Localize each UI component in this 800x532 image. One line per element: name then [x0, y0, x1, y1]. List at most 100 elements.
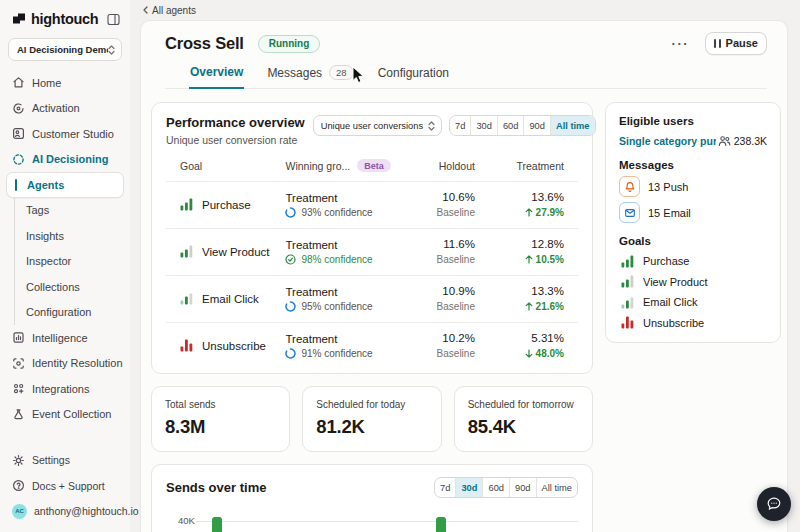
goal-row[interactable]: Purchase Treatment 93% confidence 10.6%B… — [166, 181, 578, 228]
chat-widget-button[interactable] — [757, 487, 791, 521]
sidebar-item-intelligence[interactable]: Intelligence — [6, 325, 124, 351]
goal-bars-icon — [180, 245, 193, 258]
chat-bubble-icon — [765, 495, 783, 513]
lift-value: 48.0% — [475, 348, 564, 359]
goal-row[interactable]: View Product Treatment 98% confidence 11… — [166, 228, 578, 275]
tab-messages[interactable]: Messages28 — [266, 65, 354, 88]
sends-range-90d[interactable]: 90d — [509, 478, 536, 497]
goal-row[interactable]: Unsubscribe Treatment 91% confidence 10.… — [166, 322, 578, 369]
range-selector: 7d 30d 60d 90d All time — [449, 115, 595, 136]
goal-bars-icon — [621, 316, 634, 329]
integrations-icon — [12, 382, 25, 395]
performance-overview-card: Performance overview Unique user convers… — [151, 102, 593, 374]
gridline — [196, 521, 578, 522]
sends-title: Sends over time — [166, 480, 266, 495]
sends-range-30d[interactable]: 30d — [455, 478, 482, 497]
chart-bar — [212, 517, 222, 532]
goal-row[interactable]: Email Click Treatment 95% confidence 10.… — [166, 275, 578, 322]
app-logo: hightouch — [31, 11, 98, 27]
more-menu-button[interactable]: ··· — [672, 36, 690, 51]
sends-chart: 40K — [166, 520, 578, 532]
sidebar-item-tags[interactable]: Tags — [6, 198, 124, 224]
back-chevron-icon — [143, 6, 148, 14]
range-90d[interactable]: 90d — [523, 116, 550, 135]
panel-goal-item: Email Click — [619, 296, 767, 309]
performance-title: Performance overview — [166, 115, 305, 130]
identity-resolution-icon — [12, 357, 25, 370]
tab-bar: Overview Messages28 Configuration — [165, 65, 767, 89]
sidebar-item-docs-support[interactable]: Docs + Support — [6, 473, 124, 499]
tab-configuration[interactable]: Configuration — [377, 65, 450, 88]
pause-button[interactable]: Pause — [705, 32, 767, 55]
sidebar-item-event-collection[interactable]: Event Collection — [6, 402, 124, 428]
chart-bar — [436, 517, 446, 532]
stat-cards: Total sends 8.3M Scheduled for today 81.… — [151, 386, 593, 452]
lift-up-icon — [525, 208, 533, 217]
bell-icon — [624, 181, 636, 193]
pause-icon — [714, 39, 721, 48]
goals-title: Goals — [619, 235, 767, 247]
lift-value: 10.5% — [475, 254, 564, 265]
users-icon — [718, 135, 731, 147]
sidebar-item-ai-decisioning[interactable]: AI Decisioning — [6, 147, 124, 173]
sidebar-item-activation[interactable]: Activation — [6, 96, 124, 122]
tab-overview[interactable]: Overview — [189, 65, 244, 89]
sidebar-item-settings[interactable]: Settings — [6, 448, 124, 474]
collapse-sidebar-icon[interactable] — [107, 13, 120, 26]
panel-goal-item: Unsubscribe — [619, 316, 767, 329]
confidence-pending-icon — [285, 301, 296, 312]
workspace-selector[interactable]: AI Decisioning Demo - ... — [8, 38, 122, 61]
sidebar-item-collections[interactable]: Collections — [6, 274, 124, 300]
sends-range-all-time[interactable]: All time — [536, 478, 577, 497]
event-collection-icon — [12, 408, 25, 421]
sends-over-time-card: Sends over time 7d 30d 60d 90d All time … — [151, 464, 593, 532]
sends-range-7d[interactable]: 7d — [435, 478, 455, 497]
audience-link[interactable]: Single category pur... — [619, 135, 716, 147]
sidebar-item-customer-studio[interactable]: Customer Studio — [6, 121, 124, 147]
goal-bars-icon — [180, 198, 193, 211]
breadcrumb[interactable]: All agents — [130, 0, 800, 20]
range-30d[interactable]: 30d — [470, 116, 497, 135]
confidence-confirmed-icon — [285, 254, 296, 265]
sidebar-item-identity-resolution[interactable]: Identity Resolution — [6, 351, 124, 377]
messages-count-badge: 28 — [329, 65, 354, 80]
ai-decisioning-icon — [12, 153, 25, 166]
messages-title: Messages — [619, 159, 767, 171]
range-60d[interactable]: 60d — [497, 116, 524, 135]
help-icon — [12, 479, 25, 492]
lift-value: 21.6% — [475, 301, 564, 312]
beta-badge: Beta — [357, 159, 391, 172]
sidebar-item-integrations[interactable]: Integrations — [6, 376, 124, 402]
eligible-users-title: Eligible users — [619, 115, 767, 127]
sidebar-item-insights[interactable]: Insights — [6, 223, 124, 249]
performance-subtitle: Unique user conversion rate — [166, 134, 305, 146]
agent-detail-card: Cross Sell Running ··· Pause Overview Me… — [140, 20, 788, 532]
customer-studio-icon — [12, 127, 25, 140]
sidebar-item-home[interactable]: Home — [6, 70, 124, 96]
goal-bars-icon — [180, 292, 193, 305]
intelligence-icon — [12, 331, 25, 344]
eligible-count: 238.3K — [718, 135, 767, 147]
push-messages-item[interactable]: 13 Push — [619, 176, 767, 197]
main-area: All agents Cross Sell Running ··· Pause … — [130, 0, 800, 532]
total-sends-card: Total sends 8.3M — [151, 386, 290, 452]
email-messages-item[interactable]: 15 Email — [619, 202, 767, 223]
range-7d[interactable]: 7d — [450, 116, 470, 135]
status-badge: Running — [258, 35, 321, 53]
sidebar-item-inspector[interactable]: Inspector — [6, 249, 124, 275]
goal-bars-icon — [621, 255, 634, 268]
avatar: AC — [12, 504, 27, 519]
sidebar-item-configuration[interactable]: Configuration — [6, 300, 124, 326]
sidebar-item-agents[interactable]: Agents — [6, 172, 124, 198]
scheduled-tomorrow-card: Scheduled for tomorrow 85.4K — [454, 386, 593, 452]
range-all-time[interactable]: All time — [550, 116, 595, 135]
hightouch-logo-icon — [12, 12, 26, 26]
sends-range-60d[interactable]: 60d — [482, 478, 509, 497]
sends-range-selector: 7d 30d 60d 90d All time — [434, 477, 578, 498]
sidebar-item-account[interactable]: AC anthony@hightouch.io — [6, 499, 124, 525]
y-axis-tick: 40K — [178, 515, 195, 526]
metric-select[interactable]: Unique user conversions — [313, 115, 442, 136]
panel-goal-item: View Product — [619, 275, 767, 288]
summary-panel: Eligible users Single category pur... 23… — [605, 102, 781, 343]
lift-up-icon — [525, 302, 533, 311]
